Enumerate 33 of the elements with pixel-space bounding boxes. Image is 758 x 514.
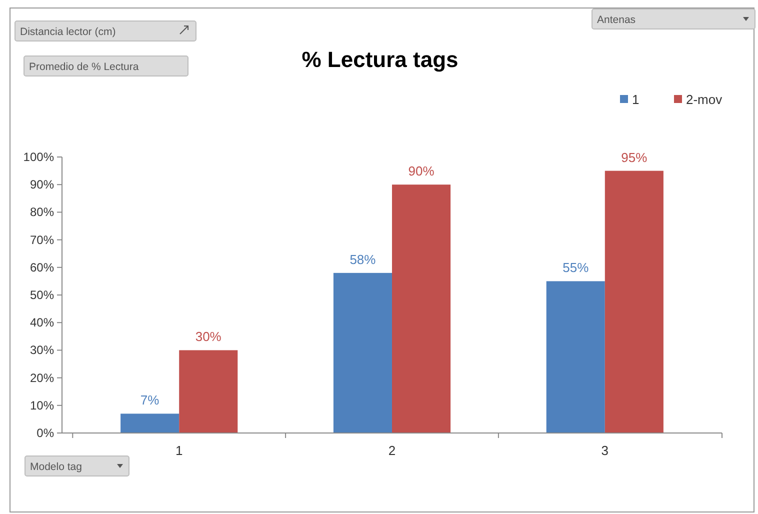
y-tick-label: 40% bbox=[30, 316, 54, 330]
bar bbox=[179, 350, 238, 433]
x-tick-label: 3 bbox=[601, 443, 609, 458]
y-tick-label: 60% bbox=[30, 260, 54, 274]
x-tick-label: 1 bbox=[175, 443, 183, 458]
y-tick-label: 100% bbox=[23, 150, 54, 164]
y-tick-label: 70% bbox=[30, 232, 54, 247]
data-label: 55% bbox=[562, 260, 590, 276]
bar bbox=[604, 170, 664, 433]
text: Modelo tag bbox=[30, 461, 82, 473]
text: Promedio de % Lectura bbox=[29, 61, 139, 73]
y-tick-label: 30% bbox=[30, 343, 54, 358]
data-label: 30% bbox=[195, 329, 222, 344]
legend-label: 1 bbox=[632, 92, 640, 107]
legend-label: 2-mov bbox=[686, 92, 723, 107]
text: Antenas bbox=[597, 14, 636, 26]
chart-title: % Lectura tags bbox=[302, 47, 458, 72]
bar bbox=[392, 184, 451, 433]
bar bbox=[120, 414, 180, 433]
x-tick-label: 2 bbox=[388, 443, 396, 458]
data-label: 90% bbox=[408, 164, 435, 179]
data-label: 58% bbox=[350, 252, 376, 267]
y-tick-label: 90% bbox=[30, 178, 54, 192]
y-tick-label: 50% bbox=[30, 288, 54, 302]
y-tick-label: 80% bbox=[30, 205, 54, 220]
y-tick-label: 0% bbox=[36, 426, 54, 440]
bar bbox=[546, 281, 605, 433]
data-label: 7% bbox=[140, 392, 160, 408]
y-tick-label: 10% bbox=[30, 398, 54, 412]
y-tick-label: 20% bbox=[30, 370, 54, 385]
text: Distancia lector (cm) bbox=[20, 26, 116, 38]
data-label: 95% bbox=[621, 150, 648, 165]
bar bbox=[333, 272, 392, 433]
